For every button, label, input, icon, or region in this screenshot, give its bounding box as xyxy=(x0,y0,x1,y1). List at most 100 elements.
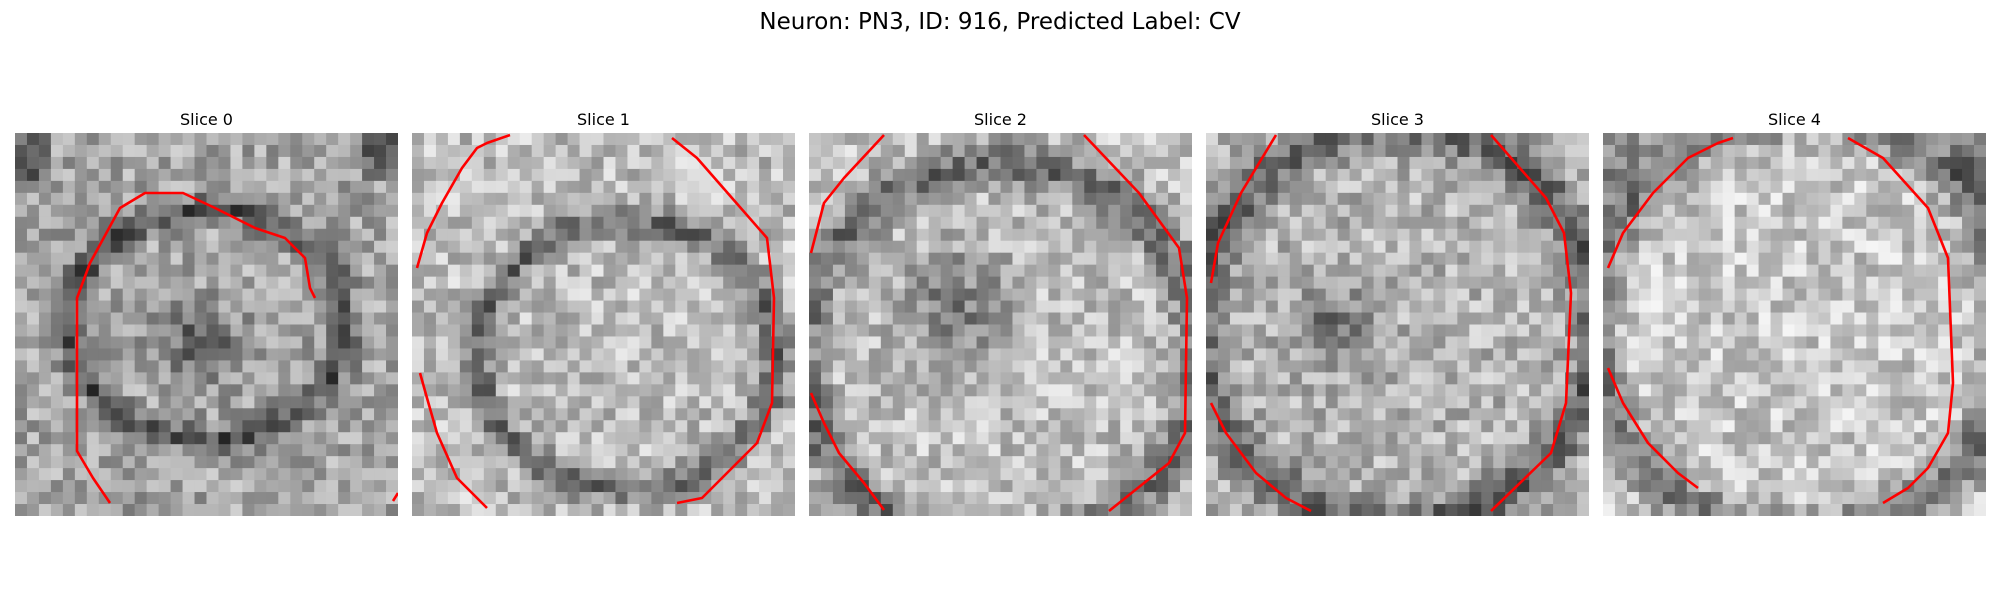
image-pixel xyxy=(1253,240,1267,254)
image-pixel xyxy=(423,456,437,469)
image-pixel xyxy=(519,192,533,206)
image-pixel xyxy=(543,168,557,182)
image-pixel xyxy=(1409,276,1422,289)
image-pixel xyxy=(904,336,918,349)
image-pixel xyxy=(1710,420,1724,433)
image-pixel xyxy=(916,324,930,337)
image-pixel xyxy=(86,312,100,325)
image-pixel xyxy=(675,456,688,469)
image-pixel xyxy=(1217,468,1231,481)
image-pixel xyxy=(26,168,40,182)
image-pixel xyxy=(1096,396,1109,409)
image-pixel xyxy=(1445,312,1458,325)
image-pixel xyxy=(290,240,303,254)
image-pixel xyxy=(759,192,772,206)
image-pixel xyxy=(892,468,906,481)
image-pixel xyxy=(1361,492,1374,505)
image-pixel xyxy=(447,504,461,516)
image-pixel xyxy=(543,492,557,505)
image-pixel xyxy=(627,480,640,493)
image-pixel xyxy=(1746,432,1759,445)
image-pixel xyxy=(507,216,521,230)
image-pixel xyxy=(1974,192,1986,206)
image-pixel xyxy=(1180,156,1192,170)
image-pixel xyxy=(1289,372,1303,385)
image-pixel xyxy=(1277,312,1291,325)
image-pixel xyxy=(1878,228,1891,242)
image-pixel xyxy=(1866,396,1879,409)
image-pixel xyxy=(627,408,640,421)
image-pixel xyxy=(940,180,954,194)
image-pixel xyxy=(1481,492,1494,505)
image-pixel xyxy=(1902,276,1915,289)
image-pixel xyxy=(771,276,784,289)
image-pixel xyxy=(1433,144,1446,158)
image-pixel xyxy=(483,312,497,325)
image-pixel xyxy=(386,444,398,457)
image-pixel xyxy=(988,240,1001,254)
image-pixel xyxy=(1409,133,1422,146)
image-pixel xyxy=(1577,360,1589,373)
image-pixel xyxy=(1265,432,1279,445)
image-pixel xyxy=(122,240,136,254)
image-pixel xyxy=(483,408,497,421)
image-pixel xyxy=(278,144,291,158)
image-pixel xyxy=(904,300,918,313)
image-pixel xyxy=(423,144,437,158)
image-pixel xyxy=(26,336,40,349)
image-pixel xyxy=(74,504,88,516)
image-pixel xyxy=(579,216,592,230)
image-pixel xyxy=(675,408,688,421)
image-pixel xyxy=(459,264,473,278)
image-pixel xyxy=(158,156,171,170)
image-pixel xyxy=(519,468,533,481)
image-pixel xyxy=(1974,228,1986,242)
image-pixel xyxy=(1168,348,1181,361)
image-pixel xyxy=(1337,288,1351,301)
image-pixel xyxy=(809,420,822,433)
image-pixel xyxy=(735,133,748,146)
image-pixel xyxy=(543,384,557,397)
image-pixel xyxy=(1397,360,1410,373)
image-pixel xyxy=(362,264,375,278)
image-pixel xyxy=(675,396,688,409)
image-pixel xyxy=(266,276,279,289)
image-pixel xyxy=(1698,288,1712,301)
image-pixel xyxy=(1289,444,1303,457)
image-pixel xyxy=(218,133,231,146)
image-pixel xyxy=(15,156,28,170)
image-pixel xyxy=(1517,372,1530,385)
image-pixel xyxy=(38,252,52,266)
image-pixel xyxy=(110,133,124,146)
image-pixel xyxy=(1409,492,1422,505)
image-pixel xyxy=(1830,300,1843,313)
image-pixel xyxy=(447,204,461,218)
image-pixel xyxy=(1277,168,1291,182)
image-pixel xyxy=(1421,228,1434,242)
image-pixel xyxy=(1950,276,1963,289)
image-pixel xyxy=(1603,408,1616,421)
image-pixel xyxy=(663,468,676,481)
image-pixel xyxy=(1445,288,1458,301)
image-pixel xyxy=(1866,168,1879,182)
image-pixel xyxy=(820,156,834,170)
image-pixel xyxy=(735,168,748,182)
image-pixel xyxy=(1445,444,1458,457)
image-pixel xyxy=(1349,216,1362,230)
image-pixel xyxy=(916,288,930,301)
image-pixel xyxy=(507,336,521,349)
image-pixel xyxy=(783,168,795,182)
image-pixel xyxy=(1060,133,1073,146)
image-pixel xyxy=(1265,192,1279,206)
image-pixel xyxy=(759,360,772,373)
image-pixel xyxy=(278,156,291,170)
image-pixel xyxy=(1024,408,1037,421)
image-pixel xyxy=(1686,312,1700,325)
image-pixel xyxy=(809,336,822,349)
image-pixel xyxy=(74,480,88,493)
image-pixel xyxy=(1854,432,1867,445)
image-pixel xyxy=(242,300,255,313)
image-pixel xyxy=(1301,396,1315,409)
image-pixel xyxy=(1902,300,1915,313)
image-pixel xyxy=(1770,288,1783,301)
